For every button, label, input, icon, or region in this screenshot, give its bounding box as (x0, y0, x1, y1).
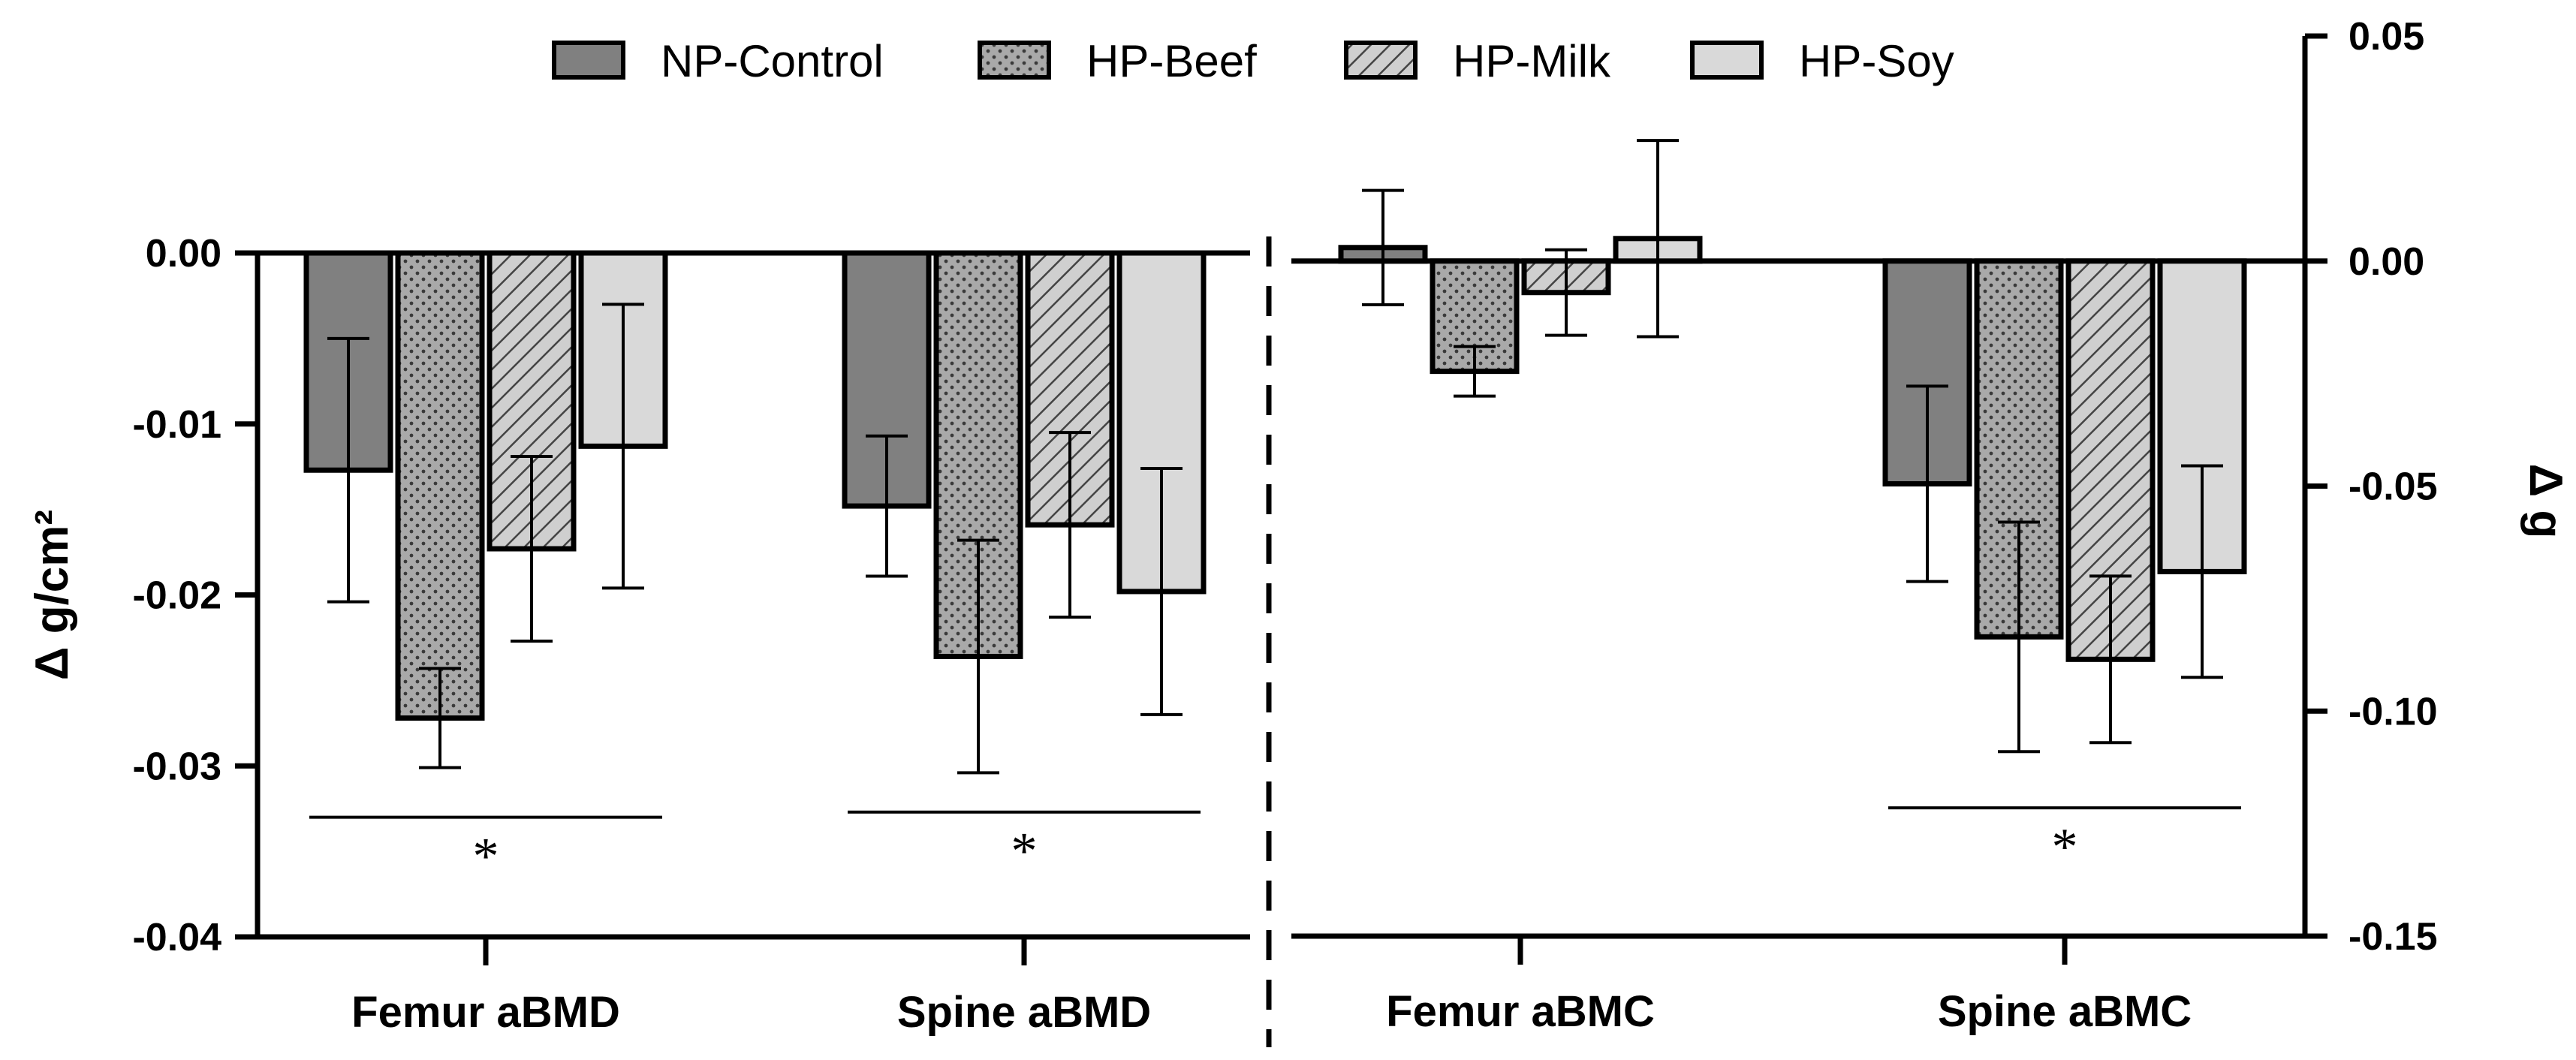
bar-hp-beef-femur-abmd (395, 250, 485, 721)
legend-label-hp-beef: HP-Beef (1086, 36, 1257, 86)
legend-swatch-hp-beef (978, 41, 1051, 80)
significance-marker-femur-abmd: * (473, 828, 499, 886)
legend-swatch-hp-milk (1344, 41, 1418, 80)
y-axis-title-right: Δ g (2520, 464, 2571, 539)
x-tick-label-femur-abmc: Femur aBMC (1386, 987, 1655, 1036)
y-tick-label: -0.03 (132, 745, 221, 788)
legend-swatch-hp-soy (1690, 41, 1764, 80)
legend-label-np-control: NP-Control (661, 36, 884, 86)
y-tick-label: -0.02 (132, 574, 221, 618)
y-tick-label: 0.00 (2349, 240, 2424, 284)
y-tick-label: -0.05 (2349, 465, 2438, 509)
right-panel-aBMC: 0.05 0.00 -0.05 -0.10 -0.15 Δ g Femur aBMC Spin… (1291, 15, 2571, 1036)
y-tick-label: -0.04 (132, 916, 221, 959)
legend: NP-Control HP-Beef HP-Milk HP-Soy (552, 36, 1954, 86)
x-tick-label-femur-abmd: Femur aBMD (351, 988, 620, 1037)
left-panel-aBMD: 0.00 -0.01 -0.02 -0.03 -0.04 Δ g/cm² Femur aBM… (26, 232, 1250, 1037)
x-tick-label-spine-abmd: Spine aBMD (897, 988, 1151, 1037)
y-tick-label: 0.00 (146, 232, 221, 276)
y-tick-label: -0.10 (2349, 690, 2438, 733)
y-tick-label: -0.15 (2349, 915, 2438, 959)
significance-marker-spine-abmc: * (2052, 818, 2078, 876)
x-tick-label-spine-abmc: Spine aBMC (1938, 987, 2192, 1036)
legend-swatch-np-control (552, 41, 625, 80)
y-tick-label: -0.01 (132, 403, 221, 447)
legend-label-hp-milk: HP-Milk (1453, 36, 1611, 86)
y-axis-title-left: Δ g/cm² (26, 510, 78, 680)
significance-marker-spine-abmd: * (1011, 823, 1038, 881)
y-tick-label: 0.05 (2349, 15, 2424, 59)
legend-label-hp-soy: HP-Soy (1799, 36, 1954, 86)
